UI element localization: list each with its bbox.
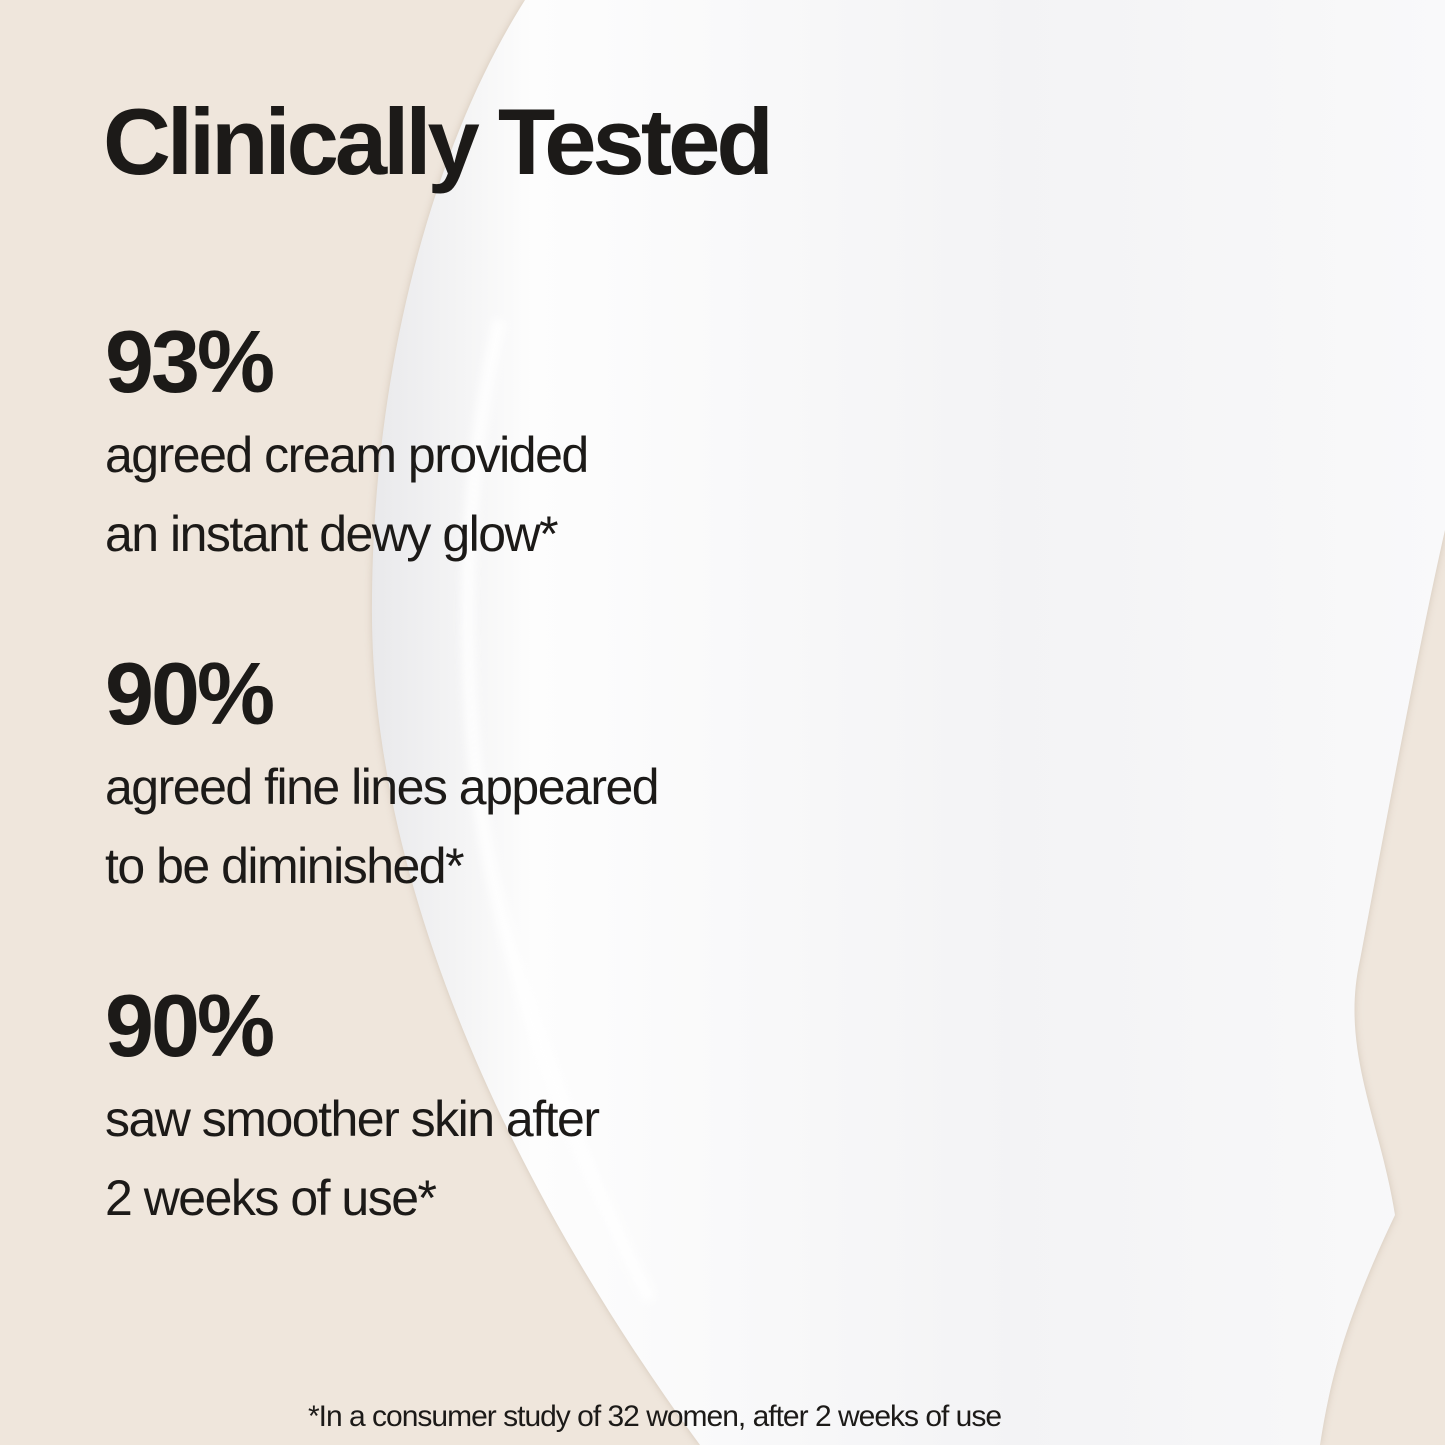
- stat-value: 93%: [105, 312, 275, 411]
- page-title: Clinically Tested: [103, 89, 774, 194]
- stat-block: 90% agreed fine lines appeared to be dimi…: [105, 644, 660, 906]
- stat-value: 90%: [105, 644, 275, 743]
- stat-value: 90%: [105, 976, 275, 1075]
- stat-block: 90% saw smoother skin after 2 weeks of us…: [105, 976, 600, 1238]
- stat-description: agreed cream provided an instant dewy glo…: [105, 427, 589, 562]
- stat-block: 93% agreed cream provided an instant dewy…: [105, 312, 589, 574]
- stat-description: agreed fine lines appeared to be diminish…: [105, 759, 660, 894]
- stat-description: saw smoother skin after 2 weeks of use*: [105, 1091, 600, 1226]
- footnote: *In a consumer study of 32 women, after …: [308, 1400, 1002, 1433]
